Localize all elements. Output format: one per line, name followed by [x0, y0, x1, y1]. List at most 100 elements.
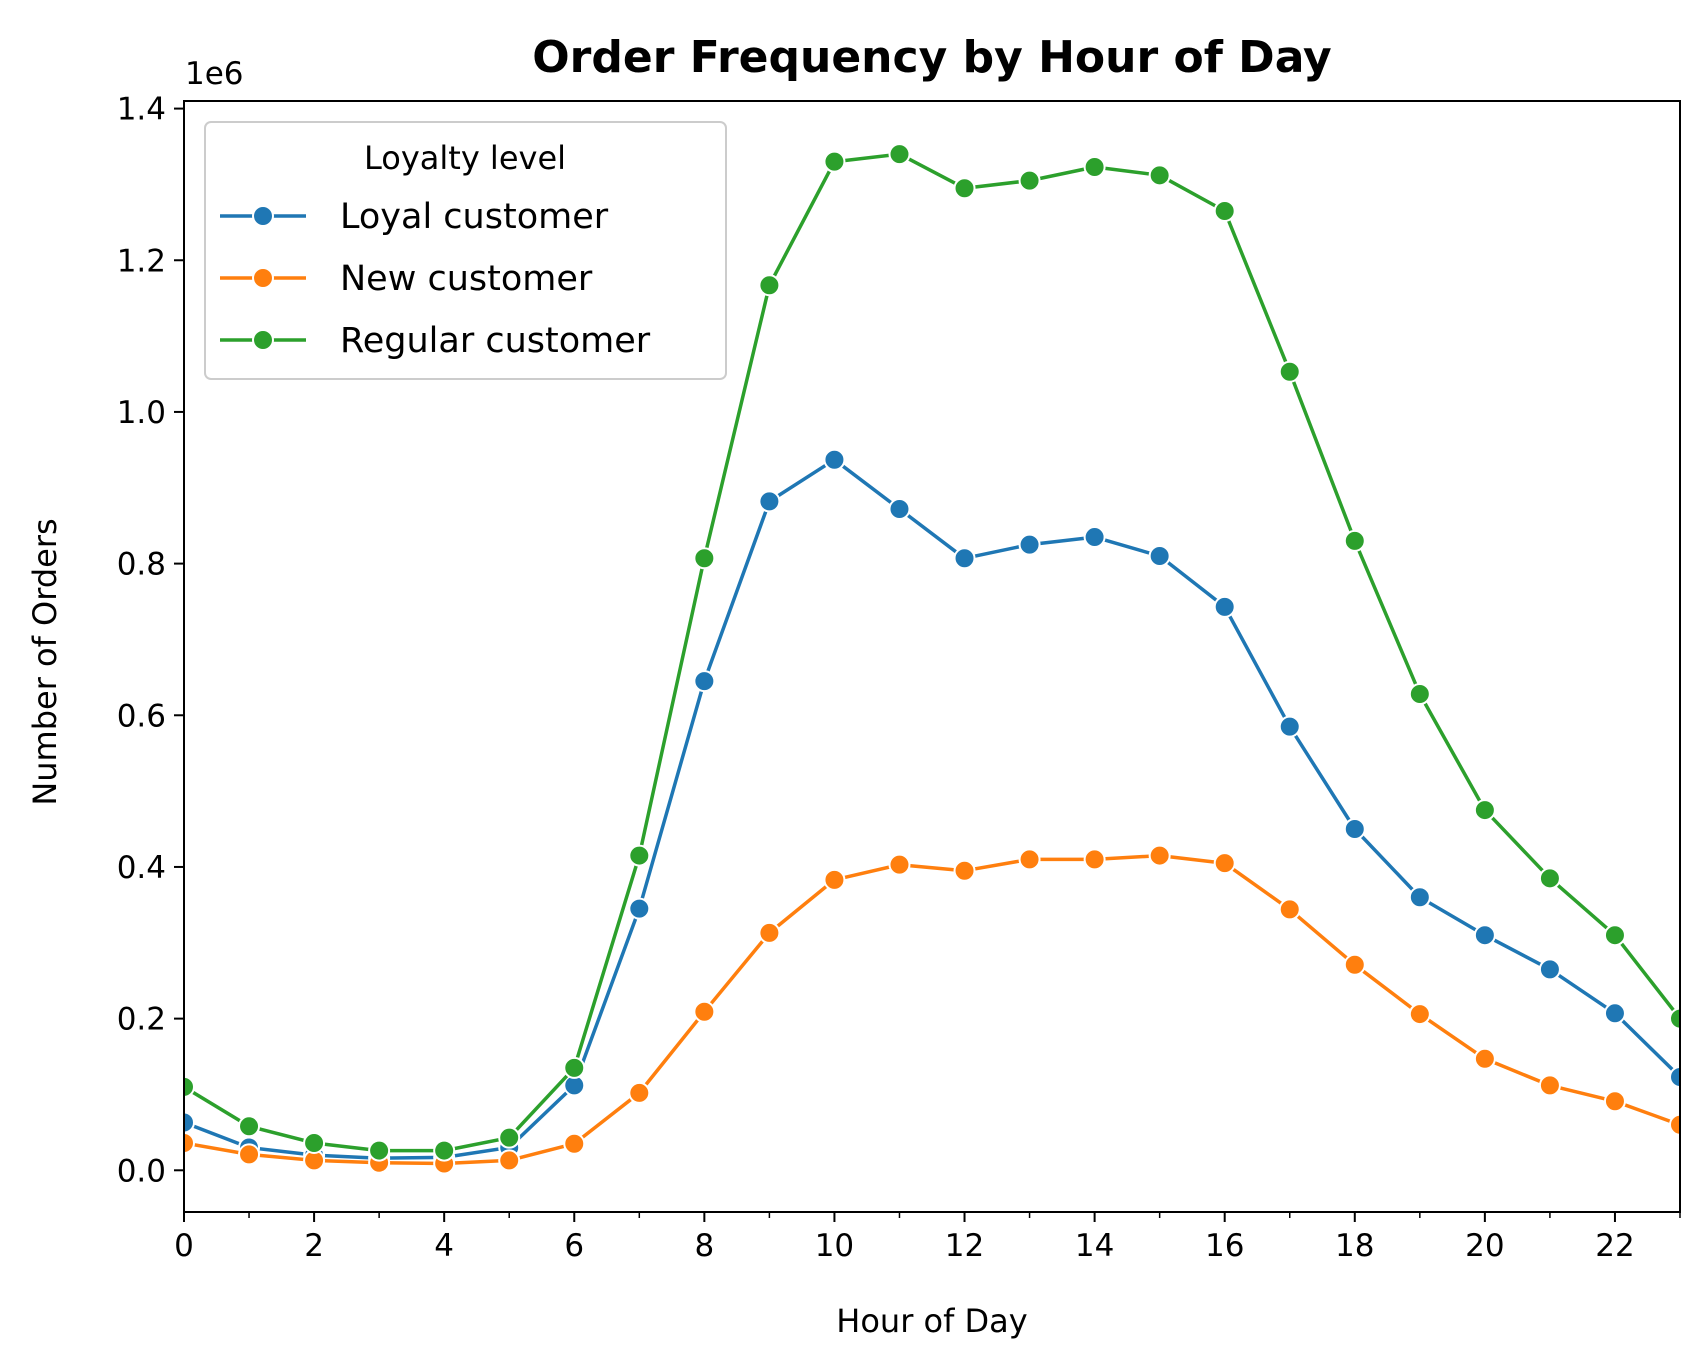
series-0	[184, 448, 1680, 1170]
data-point	[758, 490, 781, 513]
x-tick-label: 6	[564, 1228, 584, 1264]
x-tick-label: 8	[694, 1228, 714, 1264]
legend: Loyalty level Loyal customer New customer…	[204, 121, 727, 380]
y-tick-label: 1.0	[117, 395, 166, 431]
series-line	[184, 457, 1680, 1160]
x-axis-label: Hour of Day	[836, 1302, 1027, 1340]
y-tick-label: 0.4	[117, 850, 166, 886]
data-point	[1343, 953, 1366, 976]
data-point	[1278, 715, 1301, 738]
data-point	[1213, 595, 1236, 618]
data-point	[1603, 1090, 1626, 1113]
y-tick-label: 0.0	[117, 1153, 166, 1189]
data-point	[628, 897, 651, 920]
legend-marker	[252, 205, 274, 227]
legend-entry: Loyal customer	[220, 197, 609, 237]
data-point	[1018, 169, 1041, 192]
data-point	[1473, 1047, 1496, 1070]
data-point	[563, 1132, 586, 1155]
plot-frame	[183, 100, 1681, 1213]
data-point	[888, 497, 911, 520]
data-point	[758, 921, 781, 944]
data-point	[1669, 1113, 1680, 1136]
x-tick-label: 0	[174, 1228, 194, 1264]
data-point	[1343, 818, 1366, 841]
data-point	[953, 859, 976, 882]
data-point	[1669, 1007, 1680, 1030]
data-point	[888, 143, 911, 166]
data-point	[823, 448, 846, 471]
data-point	[758, 274, 781, 297]
data-point	[238, 1143, 261, 1166]
data-point	[368, 1139, 391, 1162]
y-axis-label: Number of Orders	[26, 518, 64, 805]
legend-title: Loyalty level	[364, 139, 566, 177]
data-point	[433, 1139, 456, 1162]
legend-marker	[252, 267, 274, 289]
x-tick-label: 10	[815, 1228, 854, 1264]
data-point	[953, 547, 976, 570]
plot-area: 0 2 4 6 8 10 12 14 16 18 20 22 0.0 0.2 0.4 0.6 0.8 1.0 1.2…	[117, 92, 1681, 1264]
data-point	[1148, 545, 1171, 568]
x-tick-label: 12	[945, 1228, 984, 1264]
data-point	[1018, 848, 1041, 871]
y-tick-label: 1.4	[117, 92, 166, 128]
legend-label: Regular customer	[340, 321, 651, 361]
data-point	[823, 150, 846, 173]
legend-frame	[204, 121, 727, 380]
data-point	[1408, 886, 1431, 909]
data-point	[1213, 199, 1236, 222]
data-point	[1278, 360, 1301, 383]
y-tick-label: 0.8	[117, 547, 166, 583]
data-point	[1538, 958, 1561, 981]
chart-title: Order Frequency by Hour of Day	[532, 32, 1331, 83]
y-offset-text: 1e6	[185, 56, 244, 92]
data-point	[303, 1131, 326, 1154]
data-point	[1473, 924, 1496, 947]
data-point	[693, 670, 716, 693]
data-point	[1148, 844, 1171, 867]
y-tick-label: 1.2	[117, 243, 166, 279]
data-point	[1538, 1074, 1561, 1097]
data-point	[1669, 1066, 1680, 1089]
legend-label: New customer	[340, 259, 593, 299]
data-point	[1538, 867, 1561, 890]
x-tick-label: 16	[1205, 1228, 1244, 1264]
legend-label: Loyal customer	[340, 197, 609, 237]
data-point	[1148, 164, 1171, 187]
data-point	[1018, 533, 1041, 556]
series-1	[184, 844, 1680, 1175]
data-point	[888, 853, 911, 876]
data-point	[1408, 683, 1431, 706]
data-point	[238, 1115, 261, 1138]
data-point	[1278, 898, 1301, 921]
series-line	[184, 853, 1680, 1166]
y-tick-label: 0.6	[117, 698, 166, 734]
data-point	[628, 1081, 651, 1104]
data-point	[1083, 526, 1106, 549]
data-point	[1603, 1002, 1626, 1025]
x-tick-label: 14	[1075, 1228, 1114, 1264]
data-point	[563, 1056, 586, 1079]
data-point	[1343, 529, 1366, 552]
data-point	[1083, 848, 1106, 871]
data-point	[1473, 799, 1496, 822]
data-point	[184, 1131, 195, 1154]
data-point	[498, 1149, 521, 1172]
legend-entry: Regular customer	[220, 321, 651, 361]
data-point	[823, 868, 846, 891]
x-tick-label: 22	[1595, 1228, 1634, 1264]
x-tick-label: 2	[304, 1228, 324, 1264]
data-point	[1603, 924, 1626, 947]
data-point	[1083, 155, 1106, 178]
x-tick-label: 4	[434, 1228, 454, 1264]
x-tick-label: 18	[1335, 1228, 1374, 1264]
data-point	[693, 1000, 716, 1023]
data-point	[184, 1075, 195, 1098]
y-tick-label: 0.2	[117, 1002, 166, 1038]
data-point	[1213, 852, 1236, 875]
legend-entry: New customer	[220, 259, 593, 299]
series-2	[184, 143, 1680, 1162]
legend-marker	[252, 329, 274, 351]
